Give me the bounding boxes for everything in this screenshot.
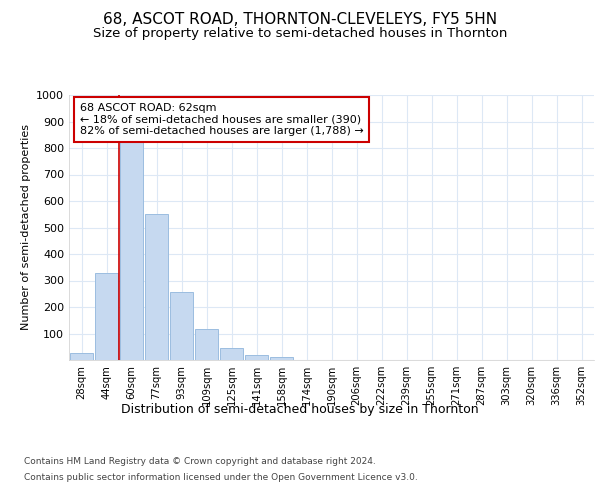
Text: Size of property relative to semi-detached houses in Thornton: Size of property relative to semi-detach… (93, 28, 507, 40)
Bar (70, 354, 94, 360)
Y-axis label: Number of semi-detached properties: Number of semi-detached properties (20, 124, 31, 330)
Bar (145, 214, 169, 360)
Text: Distribution of semi-detached houses by size in Thornton: Distribution of semi-detached houses by … (121, 402, 479, 415)
Bar (119, 140, 143, 360)
Bar (95, 272, 118, 360)
Text: Contains HM Land Registry data © Crown copyright and database right 2024.: Contains HM Land Registry data © Crown c… (24, 458, 376, 466)
Text: 68 ASCOT ROAD: 62sqm
← 18% of semi-detached houses are smaller (390)
82% of semi: 68 ASCOT ROAD: 62sqm ← 18% of semi-detac… (79, 103, 363, 136)
Text: 68, ASCOT ROAD, THORNTON-CLEVELEYS, FY5 5HN: 68, ASCOT ROAD, THORNTON-CLEVELEYS, FY5 … (103, 12, 497, 28)
Bar (170, 292, 193, 360)
Bar (245, 355, 268, 360)
Text: Contains public sector information licensed under the Open Government Licence v3: Contains public sector information licen… (24, 472, 418, 482)
Bar (220, 348, 244, 360)
Bar (194, 329, 218, 360)
Bar (269, 358, 293, 360)
